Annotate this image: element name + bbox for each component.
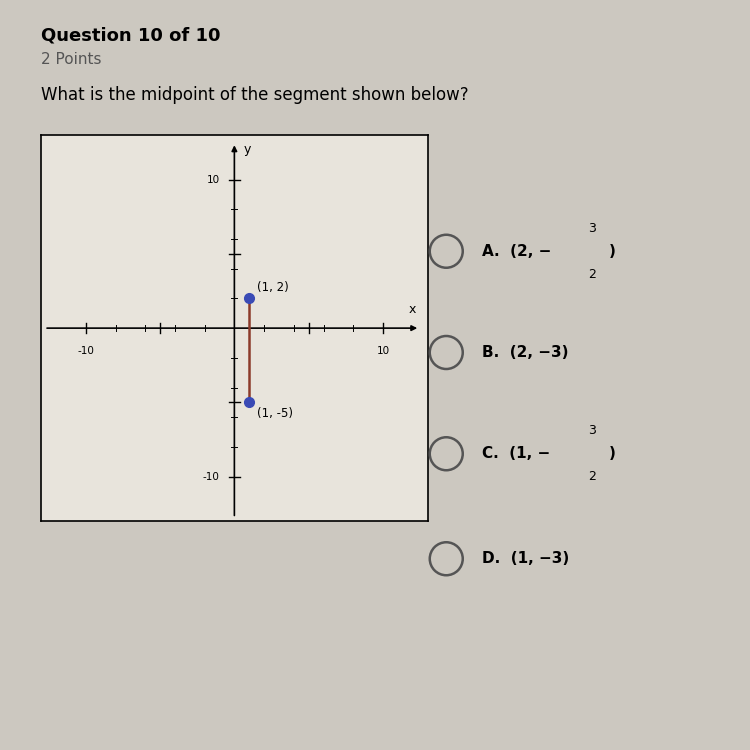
Text: What is the midpoint of the segment shown below?: What is the midpoint of the segment show… [41,86,469,104]
Text: x: x [409,303,416,316]
Text: ): ) [609,446,616,461]
Text: 3: 3 [589,222,596,235]
Text: 3: 3 [589,424,596,437]
Text: (1, -5): (1, -5) [256,406,292,420]
Text: B.  (2, −3): B. (2, −3) [482,345,568,360]
Text: C.  (1, −: C. (1, − [482,446,550,461]
Text: 10: 10 [376,346,389,356]
Text: 2: 2 [589,470,596,483]
Text: ): ) [609,244,616,259]
Text: y: y [243,143,250,156]
Text: Question 10 of 10: Question 10 of 10 [41,26,220,44]
Text: -10: -10 [202,472,220,482]
Text: A.  (2, −: A. (2, − [482,244,550,259]
Text: D.  (1, −3): D. (1, −3) [482,551,568,566]
Text: -10: -10 [77,346,94,356]
Text: 10: 10 [206,175,220,184]
Text: (1, 2): (1, 2) [256,281,289,294]
Text: 2 Points: 2 Points [41,53,102,68]
Text: 2: 2 [589,268,596,280]
